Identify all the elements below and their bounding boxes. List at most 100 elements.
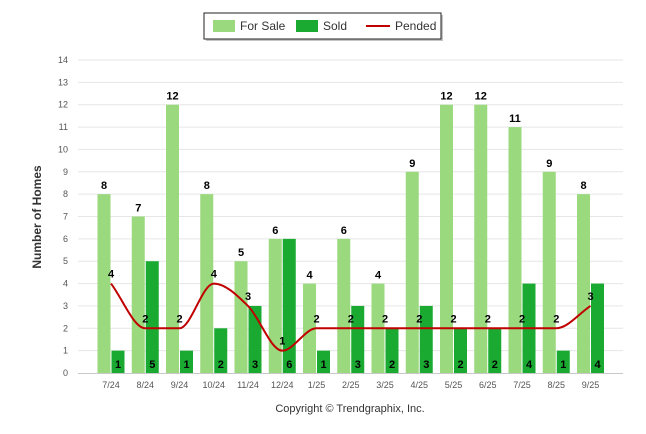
bars	[97, 104, 604, 373]
bar-for-sale	[474, 104, 488, 373]
bar-sold	[111, 350, 125, 373]
legend-label-for-sale: For Sale	[240, 19, 286, 33]
bar-for-sale	[577, 194, 590, 373]
y-tick-label: 9	[63, 167, 68, 177]
y-axis-title: Number of Homes	[30, 165, 44, 269]
label-for-sale: 4	[306, 270, 313, 282]
legend: For Sale Sold Pended	[203, 12, 443, 41]
label-sold: 1	[183, 359, 189, 371]
label-for-sale: 8	[101, 180, 107, 192]
label-pended: 2	[382, 313, 388, 325]
y-tick-label: 12	[58, 100, 68, 110]
bar-for-sale	[303, 283, 316, 373]
label-for-sale: 11	[509, 113, 521, 125]
bar-sold	[385, 328, 399, 373]
bar-for-sale	[131, 216, 145, 373]
legend-swatch-sold	[296, 20, 318, 32]
x-tick-label: 9/25	[582, 380, 600, 390]
bar-for-sale	[234, 261, 248, 373]
bar-sold	[591, 283, 604, 373]
label-pended: 2	[519, 313, 525, 325]
label-for-sale: 6	[341, 225, 347, 237]
label-sold: 2	[457, 359, 463, 371]
bar-sold	[317, 350, 330, 373]
label-sold: 2	[389, 359, 395, 371]
y-tick-label: 6	[63, 234, 68, 244]
label-for-sale: 9	[409, 158, 415, 170]
label-pended: 2	[485, 313, 491, 325]
bar-sold	[145, 261, 159, 373]
label-pended: 4	[211, 269, 218, 281]
label-pended: 2	[348, 313, 354, 325]
y-tick-label: 7	[63, 212, 68, 222]
y-tick-label: 3	[63, 301, 68, 311]
bar-for-sale	[440, 104, 453, 373]
label-sold: 1	[560, 359, 566, 371]
label-for-sale: 4	[375, 270, 382, 282]
bar-for-sale	[542, 171, 556, 373]
pended-line	[110, 282, 592, 352]
label-pended: 2	[553, 313, 559, 325]
bar-sold	[351, 305, 365, 373]
y-tick-label: 5	[63, 256, 68, 266]
bar-sold	[214, 328, 228, 373]
bar-for-sale	[166, 104, 179, 373]
y-tick-label: 2	[63, 323, 68, 333]
label-for-sale: 8	[204, 180, 210, 192]
x-tick-label: 8/25	[547, 380, 565, 390]
bar-sold	[282, 238, 296, 373]
x-tick-label: 11/24	[237, 380, 259, 390]
x-tick-label: 3/25	[376, 380, 394, 390]
label-for-sale: 12	[475, 91, 487, 103]
label-sold: 1	[115, 359, 121, 371]
label-sold: 2	[492, 359, 498, 371]
label-pended: 1	[279, 336, 285, 348]
x-tick-label: 8/24	[136, 380, 154, 390]
x-tick-label: 7/25	[513, 380, 531, 390]
y-tick-label: 10	[58, 144, 68, 154]
y-tick-label: 14	[58, 55, 68, 65]
label-pended: 2	[416, 313, 422, 325]
x-tick-label: 2/25	[342, 380, 360, 390]
label-sold: 5	[149, 359, 155, 371]
label-for-sale: 7	[135, 203, 141, 215]
label-sold: 3	[355, 359, 361, 371]
bar-sold	[488, 328, 502, 373]
label-sold: 6	[286, 359, 292, 371]
y-tick-label: 1	[63, 346, 68, 356]
legend-label-pended: Pended	[395, 19, 436, 33]
pended-line-path	[110, 282, 592, 352]
bar-sold	[248, 305, 262, 373]
bar-for-sale	[97, 194, 111, 373]
label-sold: 4	[594, 359, 601, 371]
label-pended: 2	[176, 313, 182, 325]
bar-for-sale	[200, 194, 214, 373]
bar-sold	[556, 350, 570, 373]
bar-for-sale	[405, 171, 419, 373]
x-tick-label: 10/24	[202, 380, 225, 390]
label-sold: 3	[252, 359, 258, 371]
x-tick-label: 9/24	[171, 380, 189, 390]
bar-sold	[180, 350, 193, 373]
bar-sold	[454, 328, 467, 373]
label-sold: 3	[423, 359, 429, 371]
label-pended: 2	[450, 313, 456, 325]
x-tick-label: 7/24	[102, 380, 120, 390]
label-sold: 1	[320, 359, 326, 371]
bar-for-sale	[268, 238, 282, 373]
label-for-sale: 8	[580, 180, 586, 192]
y-tick-label: 13	[58, 77, 68, 87]
label-for-sale: 6	[272, 225, 278, 237]
x-tick-label: 6/25	[479, 380, 497, 390]
label-pended: 3	[587, 291, 593, 303]
x-tick-label: 12/24	[271, 380, 294, 390]
label-for-sale: 5	[238, 247, 244, 259]
label-pended: 2	[313, 313, 319, 325]
legend-swatch-for-sale	[213, 20, 235, 32]
bar-for-sale	[508, 127, 522, 373]
x-tick-label: 5/25	[445, 380, 463, 390]
label-pended: 3	[245, 291, 251, 303]
